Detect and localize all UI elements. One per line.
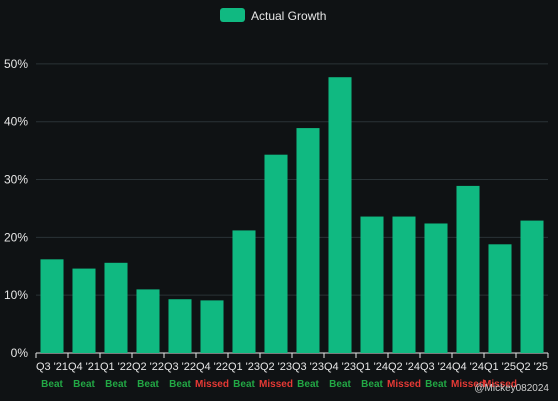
x-tick-label: Q4 '21 (68, 361, 100, 373)
bar[interactable] (104, 262, 128, 353)
y-tick-label: 50% (4, 57, 28, 71)
x-tick-label: Q2 '23 (260, 361, 292, 373)
x-tick-label: Q3 '23 (292, 361, 324, 373)
status-label: Beat (329, 379, 351, 390)
bar[interactable] (424, 223, 448, 353)
bar[interactable] (168, 299, 192, 353)
x-tick-label: Q4 '23 (324, 361, 356, 373)
x-tick-label: Q3 '22 (164, 361, 196, 373)
bar[interactable] (264, 154, 288, 353)
bar[interactable] (488, 244, 512, 353)
status-label: Missed (451, 379, 485, 390)
status-label: Beat (105, 379, 127, 390)
x-tick-label: Q1 '23 (228, 361, 260, 373)
bars (40, 77, 544, 353)
x-tick-label: Q3 '24 (420, 361, 452, 373)
legend-swatch[interactable] (220, 8, 245, 22)
bar[interactable] (328, 77, 352, 353)
bar[interactable] (40, 259, 64, 353)
watermark: @Mickey082024 (474, 383, 549, 394)
bar[interactable] (200, 300, 224, 353)
bar[interactable] (360, 216, 384, 353)
y-tick-label: 40% (4, 115, 28, 129)
status-label: Missed (387, 379, 421, 390)
status-label: Beat (73, 379, 95, 390)
status-label: Missed (259, 379, 293, 390)
y-tick-label: 20% (4, 230, 28, 244)
y-tick-label: 0% (11, 346, 29, 360)
bar[interactable] (520, 220, 544, 353)
x-tick-label: Q3 '21 (36, 361, 68, 373)
bar[interactable] (392, 216, 416, 353)
status-label: Beat (169, 379, 191, 390)
bar[interactable] (232, 230, 256, 353)
bar[interactable] (296, 128, 320, 353)
x-tick-label: Q1 '22 (100, 361, 132, 373)
status-label: Beat (425, 379, 447, 390)
legend-label[interactable]: Actual Growth (251, 9, 326, 23)
legend[interactable]: Actual Growth (220, 8, 326, 23)
status-label: Beat (137, 379, 159, 390)
status-label: Missed (483, 379, 517, 390)
status-label: Beat (297, 379, 319, 390)
x-tick-label: Q2 '24 (388, 361, 420, 373)
y-tick-label: 30% (4, 173, 28, 187)
x-axis: Q3 '21 Q4 '21 Q1 '22 Q2 '22 Q3 '22 Q4 '22 Q1 '… (35, 353, 549, 373)
x-tick-label: Q4 '24 (452, 361, 484, 373)
x-tick-label: Q4 '22 (196, 361, 228, 373)
status-labels: Beat Beat Beat Beat Beat Missed Beat Missed Beat… (41, 379, 517, 390)
status-label: Beat (361, 379, 383, 390)
x-tick-label: Q1 '25 (484, 361, 516, 373)
bar[interactable] (136, 289, 160, 353)
bar[interactable] (72, 268, 96, 353)
y-tick-label: 10% (4, 288, 28, 302)
status-label: Beat (41, 379, 63, 390)
y-axis: 0% 10% 20% 30% 40% 50% (4, 57, 28, 360)
bar[interactable] (456, 185, 480, 353)
status-label: Beat (233, 379, 255, 390)
status-label: Missed (195, 379, 229, 390)
x-tick-label: Q2 '22 (132, 361, 164, 373)
x-tick-label: Q2 '25 (516, 361, 548, 373)
x-tick-label: Q1 '24 (356, 361, 388, 373)
